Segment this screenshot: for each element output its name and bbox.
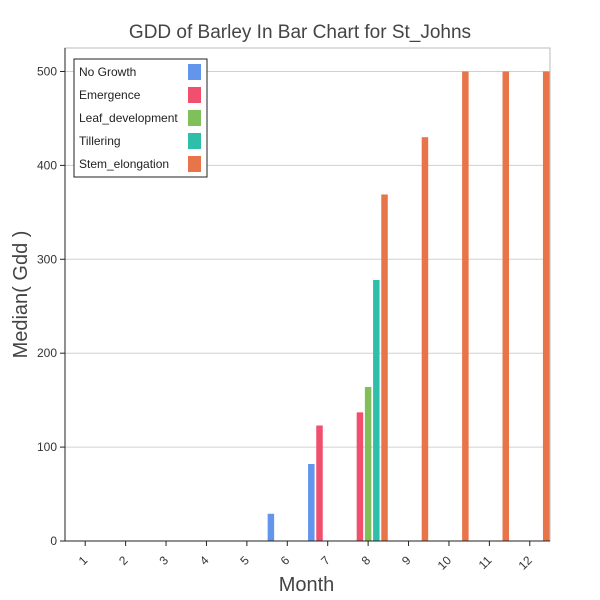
x-axis: 1 2 3 4 5 6 7 8 9 10 11 12 (65, 540, 550, 573)
bar (267, 513, 275, 541)
y-tick-label: 500 (37, 64, 57, 78)
x-tick-label: 7 (318, 553, 333, 568)
y-axis: 0 100 200 300 400 500 (37, 48, 66, 548)
legend-box (73, 58, 208, 178)
y-tick-label: 100 (37, 440, 57, 454)
legend-label: Tillering (79, 134, 121, 148)
bar (502, 71, 510, 541)
legend: No Growth Emergence Leaf_development Tiller… (73, 58, 208, 178)
grid-lines (65, 70, 550, 448)
legend-label: No Growth (79, 65, 136, 79)
bar (316, 425, 323, 541)
x-tick-label: 10 (435, 553, 455, 573)
legend-swatch (188, 110, 201, 126)
bars (267, 71, 550, 541)
x-tick-label: 1 (76, 553, 91, 568)
x-tick-label: 9 (399, 553, 414, 568)
chart-title: GDD of Barley In Bar Chart for St_Johns (128, 22, 472, 43)
x-tick-label: 5 (237, 553, 252, 568)
legend-label: Emergence (79, 88, 141, 102)
y-tick-label: 400 (37, 158, 57, 172)
y-tick-label: 0 (50, 534, 57, 548)
legend-swatch (188, 64, 201, 80)
x-tick-label: 3 (157, 553, 172, 568)
x-tick-label: 6 (278, 553, 293, 568)
bar (373, 279, 380, 541)
bar (364, 386, 372, 541)
bar (356, 412, 364, 541)
y-tick-label: 200 (37, 346, 57, 360)
x-tick-label: 4 (197, 553, 212, 568)
x-axis-label: Month (279, 574, 335, 596)
y-axis-label: Median( Gdd ) (10, 231, 32, 359)
legend-swatch (188, 156, 201, 172)
x-tick-label: 2 (116, 553, 131, 568)
bar (462, 71, 469, 541)
bar (542, 71, 550, 541)
legend-swatch (188, 87, 201, 103)
legend-label: Leaf_development (79, 111, 178, 125)
y-tick-label: 300 (37, 252, 57, 266)
legend-swatch (188, 133, 201, 149)
x-tick-label: 8 (359, 553, 374, 568)
x-tick-label: 11 (476, 553, 495, 572)
bar (421, 137, 429, 541)
bar (381, 194, 388, 541)
legend-label: Stem_elongation (79, 157, 169, 171)
bar (308, 463, 315, 541)
x-tick-label: 12 (516, 553, 536, 573)
